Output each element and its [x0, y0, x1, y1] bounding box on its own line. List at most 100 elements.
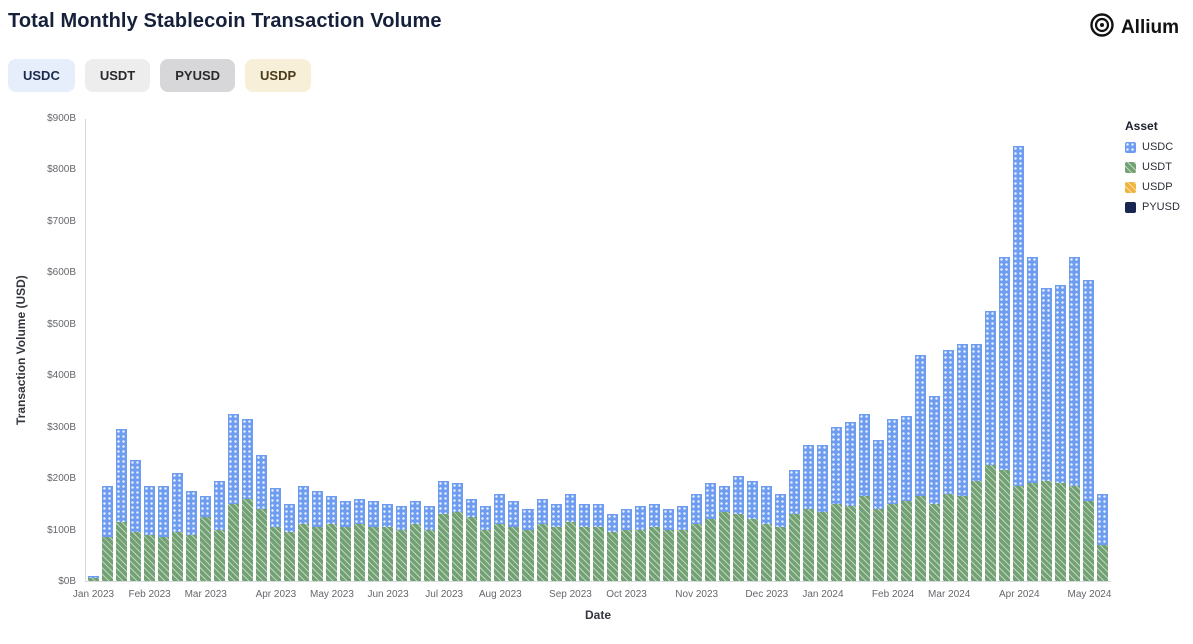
- bar[interactable]: [592, 503, 604, 581]
- bar[interactable]: [830, 426, 842, 581]
- bar[interactable]: [508, 501, 520, 581]
- bar[interactable]: [312, 490, 324, 581]
- bar-segment-usdt: [634, 529, 646, 581]
- bar[interactable]: [256, 454, 268, 581]
- bar[interactable]: [144, 485, 156, 581]
- bar[interactable]: [844, 421, 856, 581]
- legend-item-usdp[interactable]: USDP: [1125, 181, 1191, 193]
- bar-segment-usdt: [396, 529, 408, 581]
- bar[interactable]: [928, 395, 940, 581]
- bar[interactable]: [564, 493, 576, 581]
- bar[interactable]: [956, 344, 968, 581]
- bar[interactable]: [1097, 493, 1109, 581]
- bar-segment-usdc: [88, 575, 100, 579]
- bar-segment-usdc: [116, 429, 128, 522]
- legend-item-pyusd[interactable]: PYUSD: [1125, 201, 1191, 213]
- bar[interactable]: [872, 439, 884, 581]
- filter-pill-usdt[interactable]: USDT: [84, 59, 151, 92]
- bar[interactable]: [900, 416, 912, 581]
- bar[interactable]: [704, 483, 716, 581]
- bar[interactable]: [1083, 280, 1095, 581]
- bar[interactable]: [382, 503, 394, 581]
- bar[interactable]: [130, 460, 142, 581]
- bar[interactable]: [578, 503, 590, 581]
- bar[interactable]: [634, 506, 646, 581]
- bar[interactable]: [368, 501, 380, 581]
- bar[interactable]: [676, 506, 688, 581]
- bar-segment-usdt: [606, 532, 618, 581]
- bar-segment-usdt: [480, 529, 492, 581]
- bar[interactable]: [270, 488, 282, 581]
- bar-segment-usdc: [564, 493, 576, 522]
- bar[interactable]: [1069, 256, 1081, 581]
- bar[interactable]: [648, 503, 660, 581]
- bar[interactable]: [228, 413, 240, 581]
- bar[interactable]: [690, 493, 702, 581]
- bar-segment-usdt: [550, 526, 562, 581]
- bar[interactable]: [158, 485, 170, 581]
- filter-pill-usdp[interactable]: USDP: [245, 59, 312, 92]
- bar-segment-usdt: [144, 534, 156, 581]
- bar[interactable]: [985, 310, 997, 581]
- bar[interactable]: [1027, 256, 1039, 581]
- bar-segment-usdc: [592, 503, 604, 527]
- bar[interactable]: [774, 493, 786, 581]
- bar[interactable]: [396, 506, 408, 581]
- bar[interactable]: [480, 506, 492, 581]
- bar[interactable]: [494, 493, 506, 581]
- legend-item-usdc[interactable]: USDC: [1125, 141, 1191, 153]
- bar[interactable]: [298, 485, 310, 581]
- bar[interactable]: [116, 429, 128, 581]
- bar[interactable]: [186, 490, 198, 581]
- bar[interactable]: [536, 498, 548, 581]
- bar[interactable]: [914, 354, 926, 581]
- bar[interactable]: [788, 470, 800, 581]
- y-tick-label: $200B: [47, 473, 76, 485]
- bar[interactable]: [816, 444, 828, 581]
- bar[interactable]: [452, 483, 464, 581]
- bar[interactable]: [340, 501, 352, 581]
- bar[interactable]: [550, 503, 562, 581]
- bar[interactable]: [172, 472, 184, 581]
- bar-segment-usdt: [410, 524, 422, 581]
- bar[interactable]: [438, 480, 450, 581]
- bar[interactable]: [326, 496, 338, 581]
- bar[interactable]: [620, 509, 632, 581]
- bar[interactable]: [999, 256, 1011, 581]
- bar-segment-usdc: [536, 498, 548, 525]
- bar[interactable]: [88, 575, 100, 581]
- y-tick-label: $100B: [47, 524, 76, 536]
- bar-segment-usdc: [886, 418, 898, 504]
- bar-segment-usdt: [130, 532, 142, 581]
- bar[interactable]: [522, 509, 534, 581]
- bar[interactable]: [746, 480, 758, 581]
- filter-pill-pyusd[interactable]: PYUSD: [160, 59, 236, 92]
- bar[interactable]: [886, 418, 898, 581]
- bar[interactable]: [1041, 287, 1053, 581]
- bar-segment-usdc: [858, 413, 870, 497]
- bar[interactable]: [200, 496, 212, 581]
- bar[interactable]: [760, 485, 772, 581]
- bar[interactable]: [410, 501, 422, 581]
- bar[interactable]: [102, 485, 114, 581]
- bar[interactable]: [354, 498, 366, 581]
- bar[interactable]: [718, 485, 730, 581]
- legend-item-usdt[interactable]: USDT: [1125, 161, 1191, 173]
- bar-segment-usdt: [382, 526, 394, 581]
- bar[interactable]: [424, 506, 436, 581]
- bar[interactable]: [858, 413, 870, 581]
- bar[interactable]: [606, 514, 618, 581]
- bar[interactable]: [802, 444, 814, 581]
- bar[interactable]: [242, 418, 254, 581]
- bar[interactable]: [662, 509, 674, 581]
- filter-pill-usdc[interactable]: USDC: [8, 59, 75, 92]
- bar[interactable]: [732, 475, 744, 581]
- bar[interactable]: [1055, 285, 1067, 581]
- bar[interactable]: [970, 344, 982, 581]
- bar[interactable]: [1013, 146, 1025, 581]
- bar[interactable]: [942, 349, 954, 581]
- bar[interactable]: [466, 498, 478, 581]
- bar[interactable]: [214, 480, 226, 581]
- bar-segment-usdt: [200, 516, 212, 581]
- bar[interactable]: [284, 503, 296, 581]
